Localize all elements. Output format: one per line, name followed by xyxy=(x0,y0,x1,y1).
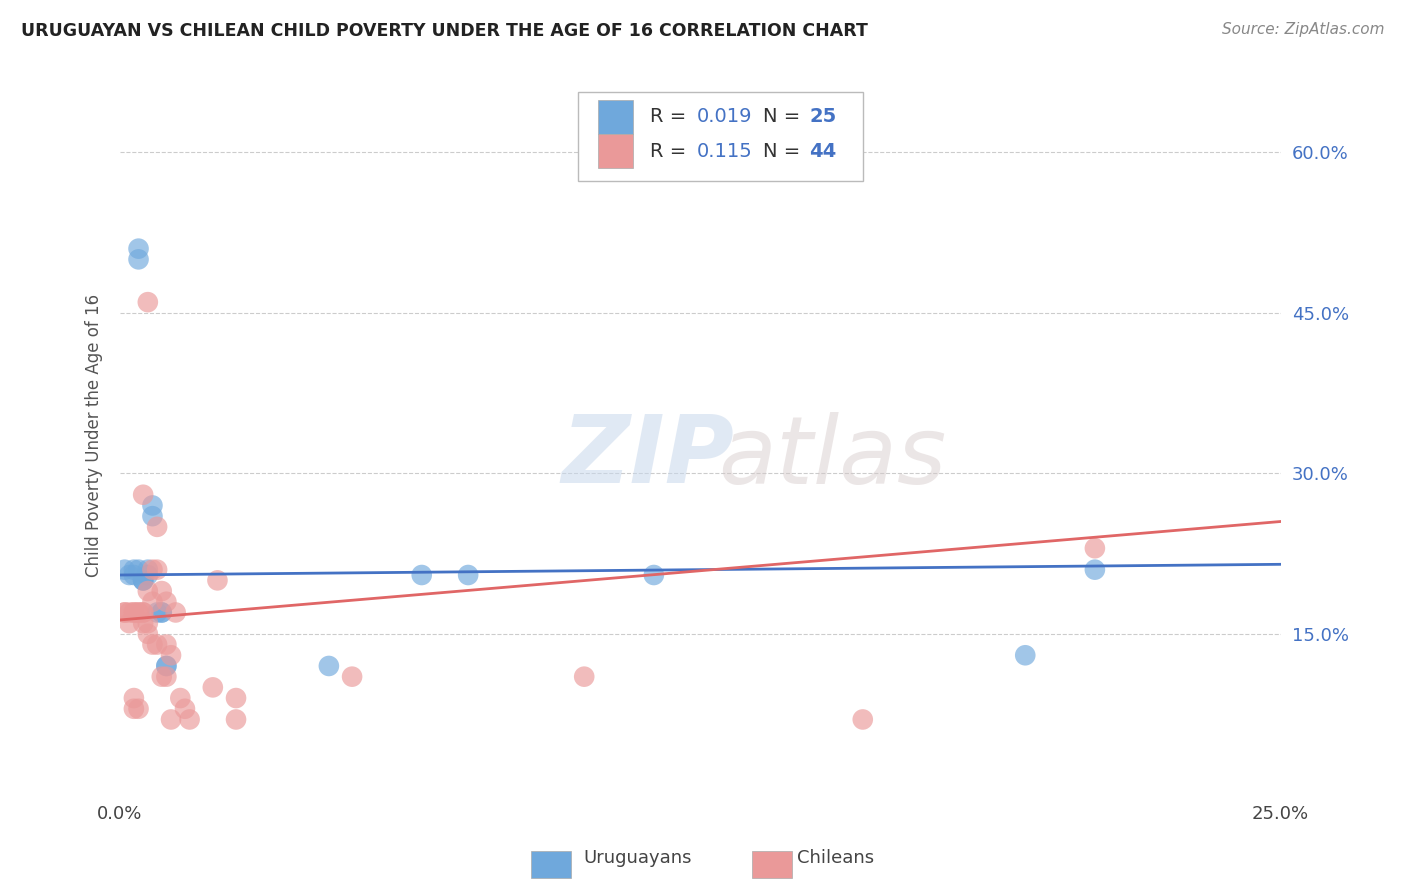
Point xyxy=(128,606,150,620)
Point xyxy=(1084,541,1107,556)
Point xyxy=(150,670,173,684)
Point xyxy=(457,568,479,582)
Point xyxy=(146,563,169,577)
Point xyxy=(132,574,155,588)
Text: 0.115: 0.115 xyxy=(697,142,752,161)
Point xyxy=(174,702,197,716)
Text: 44: 44 xyxy=(810,142,837,161)
Point xyxy=(155,659,177,673)
Point xyxy=(128,702,150,716)
Text: Chileans: Chileans xyxy=(797,849,875,867)
Point xyxy=(132,616,155,631)
Point xyxy=(160,648,183,663)
Point xyxy=(132,606,155,620)
Text: URUGUAYAN VS CHILEAN CHILD POVERTY UNDER THE AGE OF 16 CORRELATION CHART: URUGUAYAN VS CHILEAN CHILD POVERTY UNDER… xyxy=(21,22,868,40)
Point xyxy=(128,563,150,577)
Point xyxy=(155,638,177,652)
Point xyxy=(643,568,665,582)
Point xyxy=(128,606,150,620)
Point xyxy=(150,606,173,620)
Point xyxy=(141,595,163,609)
FancyBboxPatch shape xyxy=(598,134,633,169)
Point xyxy=(136,295,159,310)
FancyBboxPatch shape xyxy=(578,92,863,181)
Point xyxy=(118,606,141,620)
Point xyxy=(146,606,169,620)
Text: 0.019: 0.019 xyxy=(697,107,752,127)
Point xyxy=(146,638,169,652)
Point xyxy=(165,606,187,620)
Point xyxy=(155,670,177,684)
Text: Uruguayans: Uruguayans xyxy=(583,849,692,867)
Point xyxy=(132,574,155,588)
Point xyxy=(114,563,136,577)
Text: 25: 25 xyxy=(810,107,837,127)
Point xyxy=(150,584,173,599)
Point xyxy=(141,563,163,577)
Point xyxy=(122,702,145,716)
Point xyxy=(207,574,229,588)
Point xyxy=(118,616,141,631)
Point xyxy=(225,691,247,706)
Point xyxy=(225,713,247,727)
Point xyxy=(122,606,145,620)
Text: ZIP: ZIP xyxy=(561,411,734,503)
Text: N =: N = xyxy=(763,107,807,127)
Point xyxy=(155,595,177,609)
Point xyxy=(122,606,145,620)
Point xyxy=(141,638,163,652)
Point xyxy=(114,606,136,620)
Y-axis label: Child Poverty Under the Age of 16: Child Poverty Under the Age of 16 xyxy=(86,294,103,577)
Point xyxy=(160,713,183,727)
Point xyxy=(574,670,596,684)
Point xyxy=(136,568,159,582)
Point xyxy=(169,691,191,706)
Point xyxy=(136,627,159,641)
FancyBboxPatch shape xyxy=(598,100,633,134)
Point xyxy=(1014,648,1036,663)
Point xyxy=(318,659,340,673)
Text: R =: R = xyxy=(651,142,693,161)
Point xyxy=(155,659,177,673)
Point xyxy=(150,606,173,620)
Point xyxy=(122,691,145,706)
Point xyxy=(132,488,155,502)
Point xyxy=(128,252,150,267)
Point xyxy=(136,563,159,577)
Point xyxy=(114,606,136,620)
Point xyxy=(179,713,201,727)
Point xyxy=(132,606,155,620)
Text: R =: R = xyxy=(651,107,693,127)
Text: Source: ZipAtlas.com: Source: ZipAtlas.com xyxy=(1222,22,1385,37)
Point xyxy=(146,520,169,534)
Point xyxy=(136,616,159,631)
Point xyxy=(118,568,141,582)
Point xyxy=(340,670,363,684)
Point xyxy=(136,584,159,599)
Point xyxy=(122,563,145,577)
Text: N =: N = xyxy=(763,142,807,161)
Point xyxy=(122,568,145,582)
Point xyxy=(852,713,875,727)
Text: atlas: atlas xyxy=(717,412,946,503)
Point xyxy=(201,681,224,695)
Point xyxy=(411,568,433,582)
Point xyxy=(128,242,150,256)
Point xyxy=(132,574,155,588)
Point xyxy=(1084,563,1107,577)
Point xyxy=(141,509,163,524)
Point xyxy=(141,499,163,513)
